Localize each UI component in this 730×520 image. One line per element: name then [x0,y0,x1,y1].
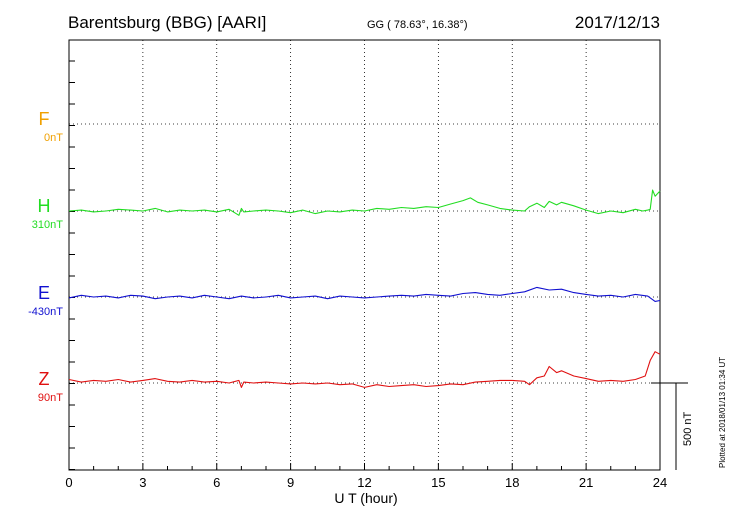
x-tick-label-3: 3 [139,475,146,490]
x-tick-label-9: 9 [287,475,294,490]
left-axis-ticks [69,60,75,470]
series-lines [68,189,661,388]
geographic-coordinates: GG ( 78.63°, 16.38°) [367,19,468,31]
x-tick-label-15: 15 [431,475,445,490]
x-tick-label-12: 12 [357,475,371,490]
component-labels: F 0nT H 310nT E -430nT Z 90nT [28,109,63,404]
baseline-gridlines [69,123,660,384]
scale-bar: 500 nT [651,382,694,470]
x-tick-label-0: 0 [65,475,72,490]
f-baseline-label: 0nT [44,132,63,144]
x-tick-label-24: 24 [653,475,667,490]
x-tick-label-21: 21 [579,475,593,490]
e-baseline-label: -430nT [28,306,63,318]
f-component-label: F [39,109,50,129]
vertical-gridlines [142,40,587,470]
station-title: Barentsburg (BBG) [AARI] [68,13,266,32]
x-tick-label-18: 18 [505,475,519,490]
plotted-timestamp: Plotted at 2018/01/13 01:34 UT [718,357,727,468]
z-component-label: Z [39,369,50,389]
series-line-h [68,189,661,216]
h-baseline-label: 310nT [32,219,63,231]
x-axis-ticks: 0 3 6 9 12 15 18 21 24 [65,463,667,490]
x-axis-label: U T (hour) [334,490,397,506]
scale-bar-label: 500 nT [682,411,694,446]
series-line-z [68,351,661,388]
plot-date: 2017/12/13 [575,13,660,32]
h-component-label: H [38,196,51,216]
z-baseline-label: 90nT [38,392,63,404]
e-component-label: E [38,283,50,303]
series-line-e [68,286,661,302]
x-tick-label-6: 6 [213,475,220,490]
